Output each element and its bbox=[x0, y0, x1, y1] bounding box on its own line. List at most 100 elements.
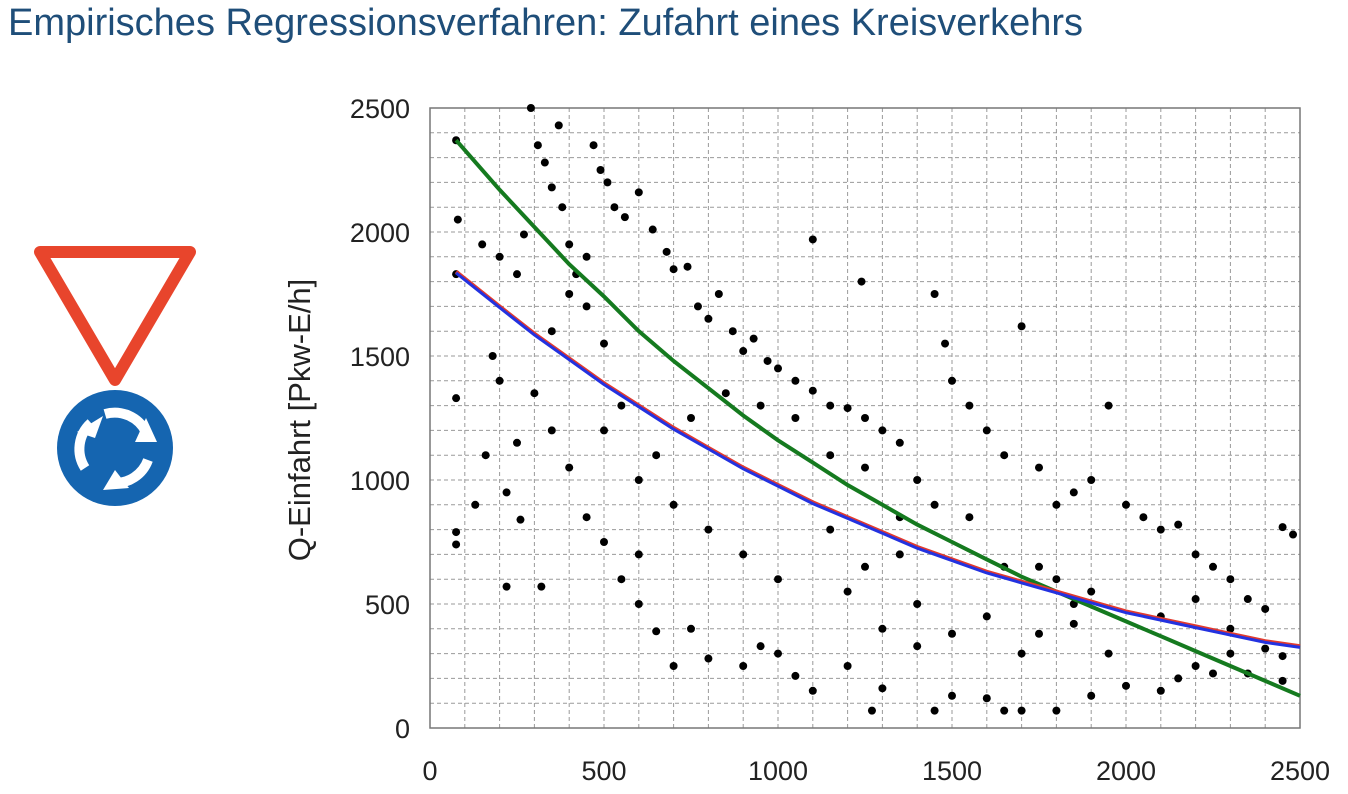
y-tick-label: 2500 bbox=[350, 94, 410, 124]
data-point bbox=[554, 121, 563, 130]
data-point bbox=[808, 386, 817, 395]
data-point bbox=[739, 550, 748, 559]
data-point bbox=[704, 654, 713, 663]
data-point bbox=[913, 642, 922, 651]
data-point bbox=[488, 352, 497, 360]
data-point bbox=[721, 389, 730, 398]
data-point bbox=[749, 334, 758, 343]
data-point bbox=[502, 488, 511, 497]
data-point bbox=[1104, 649, 1113, 658]
data-point bbox=[634, 550, 643, 559]
data-point bbox=[1226, 575, 1235, 584]
data-point bbox=[843, 404, 852, 413]
regression-lines bbox=[454, 138, 1301, 698]
x-tick-label: 2500 bbox=[1270, 756, 1330, 786]
data-point bbox=[982, 694, 991, 703]
data-point bbox=[600, 426, 608, 435]
data-point bbox=[878, 426, 887, 435]
series-line bbox=[455, 271, 1301, 649]
data-point bbox=[857, 277, 866, 286]
plot-frame bbox=[429, 107, 1301, 729]
data-point bbox=[948, 629, 956, 638]
data-point bbox=[913, 476, 922, 484]
data-point bbox=[1017, 322, 1026, 331]
data-point bbox=[965, 513, 974, 522]
data-point bbox=[481, 451, 490, 460]
data-point bbox=[791, 414, 800, 422]
y-tick-label: 1000 bbox=[350, 466, 410, 496]
data-point bbox=[843, 662, 852, 670]
data-point bbox=[596, 166, 605, 174]
data-point bbox=[513, 438, 521, 447]
data-point bbox=[1278, 523, 1287, 532]
data-point bbox=[728, 327, 737, 336]
data-point bbox=[1226, 624, 1235, 633]
data-point bbox=[1122, 681, 1130, 690]
data-point bbox=[582, 302, 591, 311]
data-point bbox=[547, 426, 556, 435]
y-tick-label: 1500 bbox=[350, 342, 410, 372]
data-point bbox=[1156, 686, 1165, 695]
data-point bbox=[878, 684, 887, 693]
data-point bbox=[1261, 644, 1270, 653]
data-point bbox=[1278, 652, 1287, 661]
data-point bbox=[948, 376, 956, 385]
data-point bbox=[603, 178, 612, 187]
data-point bbox=[565, 240, 574, 249]
data-point bbox=[965, 401, 974, 410]
data-point bbox=[704, 525, 713, 534]
data-point bbox=[948, 691, 956, 700]
data-point bbox=[826, 401, 835, 410]
data-point bbox=[540, 158, 549, 167]
data-point bbox=[547, 183, 556, 192]
data-point bbox=[617, 575, 626, 584]
data-point bbox=[861, 463, 869, 472]
data-point bbox=[652, 451, 661, 460]
data-point bbox=[1139, 513, 1148, 522]
data-point bbox=[1191, 595, 1200, 604]
data-point bbox=[669, 265, 678, 274]
data-point bbox=[774, 649, 782, 658]
data-point bbox=[452, 394, 461, 403]
x-tick-label: 1500 bbox=[922, 756, 982, 786]
data-point bbox=[1035, 463, 1043, 472]
data-point bbox=[1052, 575, 1061, 584]
data-point bbox=[652, 627, 661, 636]
data-point bbox=[495, 252, 504, 261]
data-point bbox=[1000, 706, 1009, 715]
data-point bbox=[617, 401, 626, 410]
data-point bbox=[1122, 500, 1130, 509]
data-point bbox=[895, 550, 904, 559]
data-point bbox=[1104, 401, 1113, 410]
data-point bbox=[878, 624, 887, 633]
data-point bbox=[1035, 562, 1043, 571]
data-point bbox=[739, 347, 748, 356]
axis-ticks: 0 500 1000 1500 2000 2500 0 500 1000 1500 2000 2500 bbox=[350, 94, 1330, 786]
data-point bbox=[930, 706, 939, 715]
data-point bbox=[610, 203, 619, 212]
data-point bbox=[982, 426, 991, 435]
data-point bbox=[452, 528, 461, 537]
data-point bbox=[714, 290, 723, 298]
data-point bbox=[1174, 674, 1183, 683]
yield-sign-icon bbox=[34, 246, 196, 386]
roundabout-sign-icon bbox=[57, 390, 173, 506]
data-point bbox=[1209, 562, 1217, 571]
data-point bbox=[1069, 488, 1078, 497]
data-point bbox=[1278, 676, 1287, 685]
data-point bbox=[533, 141, 542, 150]
data-point bbox=[1243, 595, 1252, 604]
data-point bbox=[620, 213, 629, 222]
data-point bbox=[756, 401, 765, 410]
y-tick-label: 500 bbox=[365, 590, 410, 620]
data-point bbox=[547, 327, 556, 336]
data-point bbox=[530, 389, 539, 398]
data-point bbox=[669, 662, 678, 670]
data-point bbox=[808, 235, 817, 244]
data-point bbox=[982, 612, 991, 621]
x-tick-label: 0 bbox=[422, 756, 437, 786]
data-point bbox=[843, 587, 852, 596]
data-point bbox=[1226, 649, 1235, 658]
data-point bbox=[756, 642, 765, 651]
